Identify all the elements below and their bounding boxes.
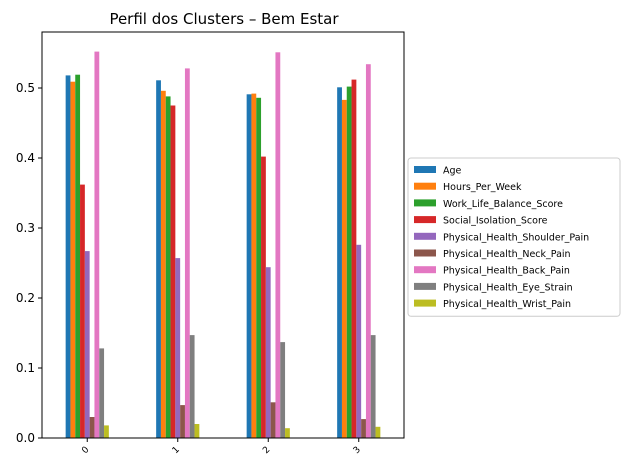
legend-swatch: [414, 299, 436, 307]
y-tick-label: 0.3: [16, 221, 35, 235]
plot-frame: [41, 31, 405, 439]
x-tick-label: 1: [171, 445, 182, 456]
y-tick-label: 0.0: [16, 431, 35, 445]
bar-cluster-1-work-life-balance-score: [165, 96, 171, 439]
legend-swatch: [414, 282, 436, 290]
x-tick-label: 0: [80, 445, 91, 456]
chart-title: Perfil dos Clusters – Bem Estar: [109, 10, 339, 28]
legend: Age Hours_Per_Week Work_Life_Balance_Score…: [407, 157, 621, 317]
legend-label: Physical_Health_Neck_Pain: [443, 249, 571, 260]
bar-cluster-0-social-isolation-score: [80, 184, 85, 438]
bar-cluster-3-physical-health-back-pain: [365, 64, 371, 438]
bar-cluster-2-physical-health-neck-pain: [270, 402, 276, 438]
legend-label: Physical_Health_Eye_Strain: [443, 282, 573, 293]
bar-cluster-1-physical-health-eye-strain: [189, 335, 195, 438]
legend-swatch: [414, 266, 436, 274]
bar-cluster-0-work-life-balance-score: [75, 74, 81, 438]
bar-cluster-0-physical-health-wrist-pain: [104, 425, 109, 438]
bar-cluster-1-physical-health-shoulder-pain: [175, 258, 181, 438]
legend-swatch: [414, 182, 436, 190]
bar-cluster-2-age: [246, 94, 252, 439]
bar-cluster-2-physical-health-shoulder-pain: [265, 267, 271, 438]
bar-cluster-2-social-isolation-score: [261, 156, 266, 438]
bar-cluster-1-physical-health-back-pain: [184, 68, 190, 439]
bar-cluster-0-hours-per-week: [70, 81, 76, 438]
bar-cluster-0-physical-health-eye-strain: [99, 348, 105, 438]
y-axis: 0.0 0.1 0.2 0.3 0.4 0.5: [16, 81, 42, 445]
bars-group: [65, 51, 381, 439]
bar-cluster-3-work-life-balance-score: [346, 86, 352, 438]
y-tick-label: 0.4: [16, 151, 35, 165]
legend-box: [407, 157, 621, 317]
bar-cluster-1-physical-health-neck-pain: [180, 405, 185, 438]
bar-cluster-1-social-isolation-score: [170, 105, 176, 438]
bar-cluster-0-age: [65, 75, 71, 439]
legend-swatch: [414, 216, 436, 224]
bar-cluster-0-physical-health-back-pain: [94, 51, 100, 438]
legend-label: Hours_Per_Week: [443, 182, 522, 193]
bar-cluster-3-physical-health-wrist-pain: [375, 426, 381, 438]
legend-label: Physical_Health_Back_Pain: [443, 266, 570, 277]
y-tick-label: 0.1: [16, 361, 35, 375]
bar-cluster-2-hours-per-week: [251, 93, 257, 438]
bar-cluster-3-age: [337, 87, 342, 439]
bar-cluster-3-social-isolation-score: [351, 79, 357, 438]
legend-label: Age: [443, 166, 462, 177]
bar-cluster-2-physical-health-back-pain: [275, 52, 281, 439]
bar-cluster-3-physical-health-shoulder-pain: [356, 244, 362, 438]
bar-cluster-2-work-life-balance-score: [256, 97, 262, 439]
bar-cluster-3-hours-per-week: [341, 99, 347, 439]
bar-cluster-3-physical-health-eye-strain: [370, 335, 376, 438]
bar-cluster-2-physical-health-wrist-pain: [285, 428, 290, 438]
legend-label: Physical_Health_Shoulder_Pain: [443, 232, 589, 243]
bar-cluster-2-physical-health-eye-strain: [280, 342, 286, 438]
y-tick-label: 0.2: [16, 291, 35, 305]
bar-cluster-0-physical-health-shoulder-pain: [84, 251, 90, 438]
legend-swatch: [414, 232, 436, 240]
bar-cluster-0-physical-health-neck-pain: [89, 417, 95, 438]
legend-swatch: [414, 199, 436, 207]
legend-label: Physical_Health_Wrist_Pain: [443, 299, 571, 310]
bar-cluster-1-physical-health-wrist-pain: [194, 424, 200, 438]
legend-swatch: [414, 249, 436, 257]
x-tick-label: 2: [261, 445, 272, 456]
legend-label: Social_Isolation_Score: [443, 216, 548, 227]
legend-swatch: [414, 166, 436, 173]
bar-cluster-1-age: [156, 80, 161, 439]
bar-cluster-1-hours-per-week: [160, 90, 166, 439]
bar-cluster-3-physical-health-neck-pain: [361, 419, 366, 438]
x-tick-label: 3: [352, 445, 363, 456]
legend-label: Work_Life_Balance_Score: [443, 199, 563, 210]
y-tick-label: 0.5: [16, 81, 35, 95]
x-axis: 0 1 2 3: [80, 438, 363, 456]
